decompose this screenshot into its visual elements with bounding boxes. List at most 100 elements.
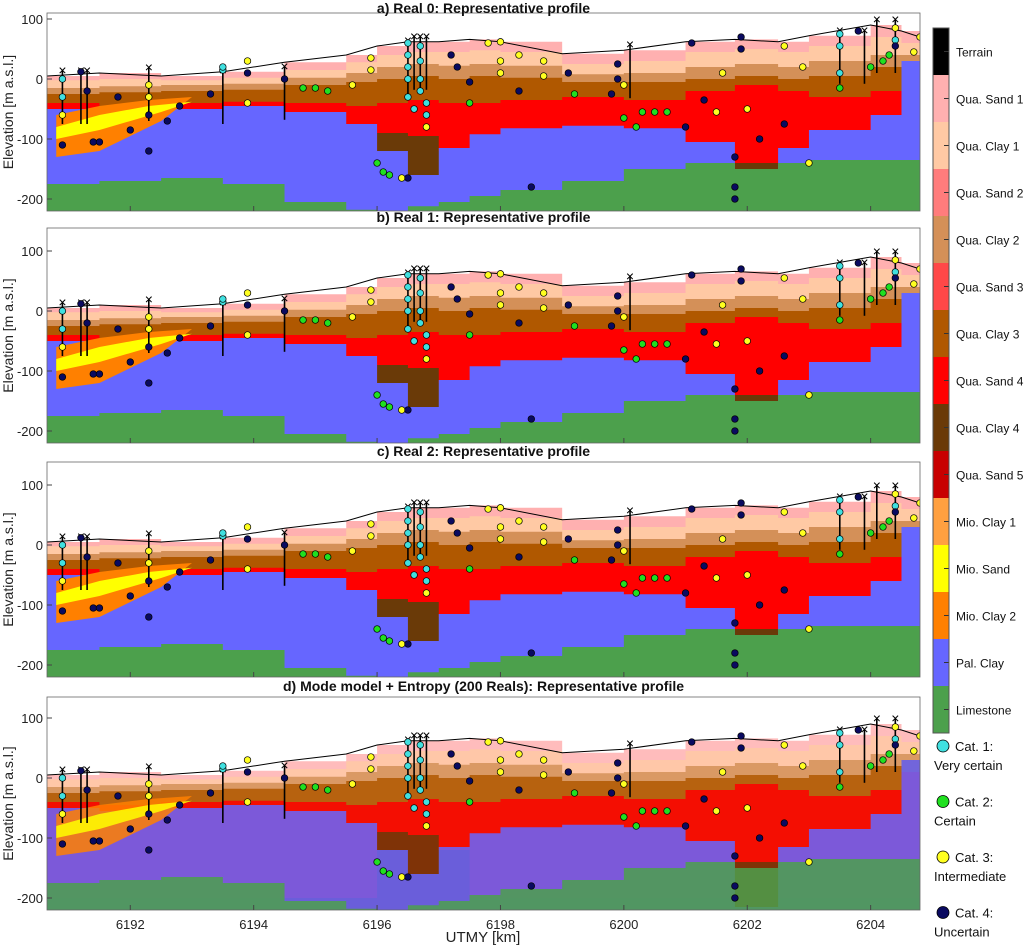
borehole-point-cat-4 <box>126 592 134 600</box>
borehole-point-cat-4 <box>58 840 67 848</box>
borehole-top-marker: × <box>891 710 899 726</box>
borehole-point-cat-1 <box>891 268 899 276</box>
borehole-point-cat-3 <box>348 81 357 89</box>
y-tick-label: -200 <box>17 891 43 906</box>
borehole-point-cat-3 <box>367 54 375 62</box>
borehole-point-cat-4 <box>243 768 252 776</box>
borehole-point-cat-4 <box>83 553 91 561</box>
borehole-point-cat-4 <box>447 517 455 525</box>
borehole-point-cat-4 <box>731 894 739 902</box>
borehole-point-cat-1 <box>422 331 431 339</box>
borehole-point-cat-3 <box>367 298 375 306</box>
borehole-point-cat-3 <box>145 780 153 788</box>
borehole-point-cat-4 <box>453 295 461 303</box>
borehole-point-cat-3 <box>496 504 505 512</box>
borehole-point-cat-4 <box>700 328 708 336</box>
borehole-top-marker: × <box>836 22 844 38</box>
borehole-top-marker: × <box>83 528 91 544</box>
borehole-point-cat-3 <box>484 39 492 47</box>
borehole-point-cat-2 <box>373 159 381 167</box>
borehole-point-cat-4 <box>737 744 745 752</box>
colorbar-label: Terrain <box>956 46 993 60</box>
borehole-point-cat-2 <box>632 822 640 830</box>
borehole-point-cat-3 <box>515 517 523 525</box>
borehole-point-cat-4 <box>854 726 862 734</box>
borehole-point-cat-4 <box>95 370 104 378</box>
borehole-point-cat-3 <box>891 24 899 32</box>
borehole-point-cat-4 <box>145 846 153 854</box>
borehole-point-cat-4 <box>564 301 572 309</box>
borehole-point-cat-1 <box>416 523 424 531</box>
borehole-point-cat-4 <box>243 69 252 77</box>
borehole-point-cat-2 <box>651 340 659 348</box>
borehole-point-cat-3 <box>620 81 628 89</box>
borehole-point-cat-4 <box>731 619 739 627</box>
panel-a: ××××××××××××××× 100 0 -100 -200 a) Real 0: Re… <box>0 0 921 212</box>
borehole-top-marker: × <box>410 260 418 276</box>
borehole-point-cat-1 <box>416 307 424 315</box>
borehole-top-marker: × <box>83 294 91 310</box>
borehole-point-cat-4 <box>465 544 474 552</box>
borehole-point-cat-3 <box>367 286 375 294</box>
borehole-point-cat-4 <box>527 183 535 191</box>
borehole-point-cat-3 <box>367 765 375 773</box>
borehole-top-marker: × <box>280 290 288 306</box>
borehole-point-cat-3 <box>910 280 918 288</box>
borehole-point-cat-3 <box>496 535 505 543</box>
borehole-point-cat-3 <box>243 289 252 297</box>
borehole-point-cat-2 <box>299 316 307 324</box>
borehole-top-marker: × <box>422 727 430 743</box>
borehole-top-marker: × <box>836 721 844 737</box>
colorbar-swatch <box>933 545 949 592</box>
y-tick-label: 0 <box>36 72 43 87</box>
y-tick-label: -200 <box>17 424 43 439</box>
borehole-point-cat-2 <box>299 783 307 791</box>
borehole-point-cat-3 <box>422 355 431 363</box>
borehole-point-cat-1 <box>422 99 431 107</box>
colorbar-frame <box>932 27 950 734</box>
borehole-point-cat-1 <box>422 798 431 806</box>
borehole-point-cat-4 <box>114 792 122 800</box>
y-tick-label: -200 <box>17 658 43 673</box>
borehole-point-cat-4 <box>731 195 739 203</box>
borehole-point-cat-1 <box>404 774 412 782</box>
borehole-point-cat-3 <box>367 532 375 540</box>
borehole-point-cat-4 <box>58 607 67 615</box>
borehole-point-cat-3 <box>540 771 548 779</box>
borehole-point-cat-2 <box>299 84 307 92</box>
colorbar-label: Qua. Sand 1 <box>956 93 1024 107</box>
borehole-point-cat-4 <box>564 535 572 543</box>
borehole-point-cat-2 <box>620 813 628 821</box>
plot-frame <box>46 461 921 678</box>
borehole-point-cat-3 <box>484 738 492 746</box>
borehole-point-cat-4 <box>163 816 171 824</box>
borehole-point-cat-4 <box>126 126 134 134</box>
borehole-top-marker: × <box>873 710 881 726</box>
borehole-point-cat-2 <box>311 316 320 324</box>
borehole-top-marker: × <box>145 59 153 75</box>
plot-frame <box>46 696 921 911</box>
borehole-point-cat-4 <box>780 819 788 827</box>
category-label: Cat. 4: <box>955 906 993 921</box>
borehole-point-cat-3 <box>496 301 505 309</box>
borehole-point-cat-4 <box>614 292 622 300</box>
borehole-point-cat-3 <box>422 123 431 131</box>
plot-area: ××××××××××××××× <box>47 462 920 677</box>
borehole-top-marker: × <box>410 494 418 510</box>
borehole-point-cat-2 <box>465 99 474 107</box>
borehole-top-marker: × <box>280 58 288 74</box>
borehole-point-cat-4 <box>465 310 474 318</box>
borehole-top-marker: × <box>58 62 66 78</box>
borehole-point-cat-3 <box>422 589 431 597</box>
borehole-point-cat-1 <box>404 307 412 315</box>
borehole-point-cat-4 <box>780 586 788 594</box>
panel-title: c) Real 2: Representative profile <box>377 443 590 459</box>
category-label: Cat. 2: <box>955 795 993 810</box>
x-axis-label: UTMY [km] <box>446 929 521 946</box>
borehole-point-cat-1 <box>416 774 424 782</box>
borehole-point-cat-4 <box>700 795 708 803</box>
borehole-point-cat-1 <box>416 42 424 50</box>
borehole-point-cat-2 <box>632 123 640 131</box>
borehole-point-cat-1 <box>404 51 412 59</box>
borehole-point-cat-3 <box>712 574 721 582</box>
